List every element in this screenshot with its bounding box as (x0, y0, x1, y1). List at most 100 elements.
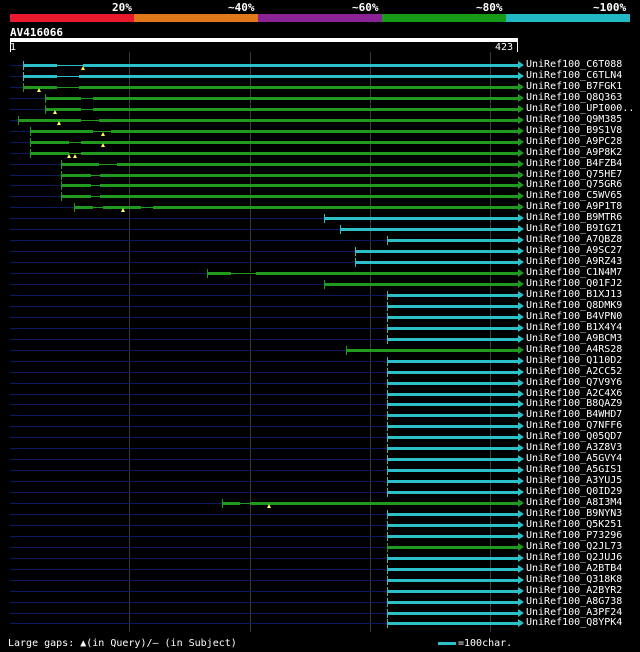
hit-label[interactable]: UniRef100_Q0ID29 (526, 486, 623, 497)
hit-label[interactable]: UniRef100_A3Z8V3 (526, 442, 623, 453)
hit-bar[interactable] (340, 228, 518, 231)
hit-label[interactable]: UniRef100_A2BYR2 (526, 585, 623, 596)
hit-bar[interactable] (387, 414, 518, 417)
hit-label[interactable]: UniRef100_A4RS28 (526, 344, 623, 355)
hit-bar[interactable] (30, 141, 518, 144)
hit-bar[interactable] (387, 436, 518, 439)
hit-bar[interactable] (222, 502, 518, 505)
hit-bar[interactable] (387, 447, 518, 450)
hit-label[interactable]: UniRef100_Q318K8 (526, 574, 623, 585)
hit-label[interactable]: UniRef100_P73296 (526, 530, 623, 541)
hit-bar[interactable] (387, 360, 518, 363)
hit-bar[interactable] (387, 338, 518, 341)
hit-label[interactable]: UniRef100_C1N4M7 (526, 267, 623, 278)
hit-label[interactable]: UniRef100_UPI000.. (526, 103, 635, 114)
hit-bar[interactable] (45, 97, 518, 100)
hit-label[interactable]: UniRef100_Q7V9Y6 (526, 377, 623, 388)
hit-bar[interactable] (387, 524, 518, 527)
hit-label[interactable]: UniRef100_Q7NFF6 (526, 420, 623, 431)
hit-bar[interactable] (387, 622, 518, 625)
hit-label[interactable]: UniRef100_B9NYN3 (526, 508, 623, 519)
hit-bar[interactable] (207, 272, 518, 275)
hit-bar[interactable] (387, 425, 518, 428)
hit-bar[interactable] (23, 64, 518, 67)
hit-label[interactable]: UniRef100_Q8Q363 (526, 92, 623, 103)
hit-label[interactable]: UniRef100_Q75GR6 (526, 179, 623, 190)
hit-label[interactable]: UniRef100_Q2JL73 (526, 541, 623, 552)
hit-bar[interactable] (387, 458, 518, 461)
hit-bar[interactable] (387, 546, 518, 549)
hit-bar[interactable] (387, 568, 518, 571)
hit-bar[interactable] (387, 294, 518, 297)
hit-label[interactable]: UniRef100_Q05QD7 (526, 431, 623, 442)
hit-bar[interactable] (387, 305, 518, 308)
hit-label[interactable]: UniRef100_A9P1T8 (526, 201, 623, 212)
hit-label[interactable]: UniRef100_Q8DMK9 (526, 300, 623, 311)
hit-bar[interactable] (387, 316, 518, 319)
hit-label[interactable]: UniRef100_Q110D2 (526, 355, 623, 366)
hit-label[interactable]: UniRef100_A9SC27 (526, 245, 623, 256)
hit-label[interactable]: UniRef100_A3YUJ5 (526, 475, 623, 486)
hit-label[interactable]: UniRef100_Q5K251 (526, 519, 623, 530)
hit-bar[interactable] (387, 579, 518, 582)
hit-bar[interactable] (346, 349, 518, 352)
hit-label[interactable]: UniRef100_B1X4Y4 (526, 322, 623, 333)
hit-label[interactable]: UniRef100_A2BTB4 (526, 563, 623, 574)
hit-label[interactable]: UniRef100_A5GVY4 (526, 453, 623, 464)
hit-label[interactable]: UniRef100_A2CC52 (526, 366, 623, 377)
hit-bar[interactable] (387, 535, 518, 538)
hit-label[interactable]: UniRef100_B4WHD7 (526, 409, 623, 420)
hit-label[interactable]: UniRef100_Q8YPK4 (526, 617, 623, 628)
hit-label[interactable]: UniRef100_Q01FJ2 (526, 278, 623, 289)
hit-bar[interactable] (387, 382, 518, 385)
hit-label[interactable]: UniRef100_Q9M385 (526, 114, 623, 125)
hit-bar[interactable] (387, 371, 518, 374)
hit-bar[interactable] (30, 130, 518, 133)
hit-bar[interactable] (61, 174, 518, 177)
hit-label[interactable]: UniRef100_B9IGZ1 (526, 223, 623, 234)
hit-bar[interactable] (355, 250, 518, 253)
hit-label[interactable]: UniRef100_B9MTR6 (526, 212, 623, 223)
hit-bar[interactable] (387, 393, 518, 396)
hit-bar[interactable] (23, 75, 518, 78)
hit-bar[interactable] (18, 119, 518, 122)
hit-bar[interactable] (61, 163, 518, 166)
hit-bar[interactable] (23, 86, 518, 89)
hit-bar[interactable] (61, 184, 518, 187)
hit-label[interactable]: UniRef100_B7FGK1 (526, 81, 623, 92)
hit-bar[interactable] (324, 217, 518, 220)
hit-label[interactable]: UniRef100_C5WV65 (526, 190, 623, 201)
hit-bar[interactable] (324, 283, 518, 286)
hit-bar[interactable] (387, 327, 518, 330)
hit-label[interactable]: UniRef100_B4FZB4 (526, 158, 623, 169)
hit-bar[interactable] (387, 612, 518, 615)
hit-label[interactable]: UniRef100_C6T088 (526, 59, 623, 70)
hit-label[interactable]: UniRef100_B8QAZ9 (526, 398, 623, 409)
hit-label[interactable]: UniRef100_A8G738 (526, 596, 623, 607)
hit-bar[interactable] (30, 152, 518, 155)
hit-label[interactable]: UniRef100_Q2JUJ6 (526, 552, 623, 563)
hit-label[interactable]: UniRef100_A9RZ43 (526, 256, 623, 267)
hit-bar[interactable] (387, 403, 518, 406)
hit-label[interactable]: UniRef100_A2C4X6 (526, 388, 623, 399)
hit-label[interactable]: UniRef100_A3PF24 (526, 607, 623, 618)
hit-bar[interactable] (387, 239, 518, 242)
hit-label[interactable]: UniRef100_B1XJ13 (526, 289, 623, 300)
hit-bar[interactable] (387, 491, 518, 494)
hit-bar[interactable] (387, 513, 518, 516)
hit-label[interactable]: UniRef100_A8I3M4 (526, 497, 623, 508)
hit-label[interactable]: UniRef100_C6TLN4 (526, 70, 623, 81)
hit-bar[interactable] (74, 206, 518, 209)
hit-bar[interactable] (387, 601, 518, 604)
hit-bar[interactable] (45, 108, 518, 111)
hit-label[interactable]: UniRef100_A9BCM3 (526, 333, 623, 344)
hit-bar[interactable] (61, 195, 518, 198)
hit-bar[interactable] (355, 261, 518, 264)
hit-bar[interactable] (387, 469, 518, 472)
hit-bar[interactable] (387, 480, 518, 483)
hit-label[interactable]: UniRef100_A9P8K2 (526, 147, 623, 158)
hit-label[interactable]: UniRef100_A5GIS1 (526, 464, 623, 475)
hit-bar[interactable] (387, 590, 518, 593)
hit-label[interactable]: UniRef100_B4VPN0 (526, 311, 623, 322)
hit-label[interactable]: UniRef100_A7QBZ8 (526, 234, 623, 245)
